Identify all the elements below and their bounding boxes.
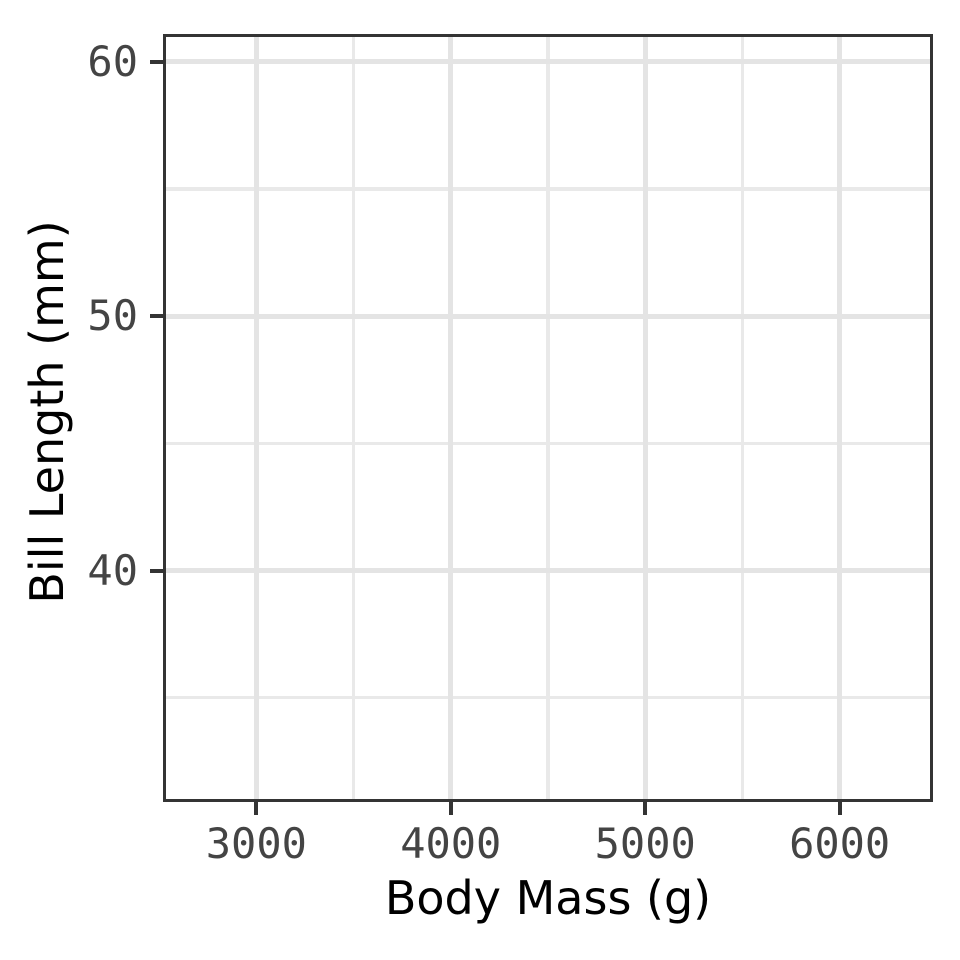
x-gridline-minor <box>740 34 745 802</box>
x-tick-label: 4000 <box>400 819 502 868</box>
y-gridline-major <box>163 568 933 574</box>
y-tick-label: 40 <box>87 545 138 595</box>
y-tick-mark <box>150 314 164 319</box>
x-gridline-minor <box>546 34 550 802</box>
x-tick-label: 3000 <box>205 819 307 868</box>
y-tick-label: 50 <box>87 291 138 341</box>
y-tick-mark <box>150 568 164 573</box>
x-tick-label: 6000 <box>789 819 891 868</box>
x-tick-label: 5000 <box>594 819 696 868</box>
x-tick-mark <box>448 801 453 815</box>
x-tick-mark <box>643 801 648 815</box>
x-gridline-major <box>253 34 259 802</box>
y-gridline-major <box>163 59 933 65</box>
y-gridline-minor <box>163 187 933 191</box>
y-gridline-minor <box>163 441 933 446</box>
y-tick-label: 60 <box>87 36 138 86</box>
x-tick-mark <box>837 801 842 815</box>
y-tick-mark <box>150 59 164 64</box>
x-axis-title: Body Mass (g) <box>384 871 712 925</box>
plot-panel <box>163 34 933 802</box>
x-tick-mark <box>254 801 259 815</box>
x-gridline-major <box>448 34 454 802</box>
x-gridline-major <box>837 34 843 802</box>
y-gridline-minor <box>163 695 933 700</box>
x-gridline-major <box>642 34 648 802</box>
y-gridline-major <box>163 313 933 319</box>
x-gridline-minor <box>351 34 356 802</box>
